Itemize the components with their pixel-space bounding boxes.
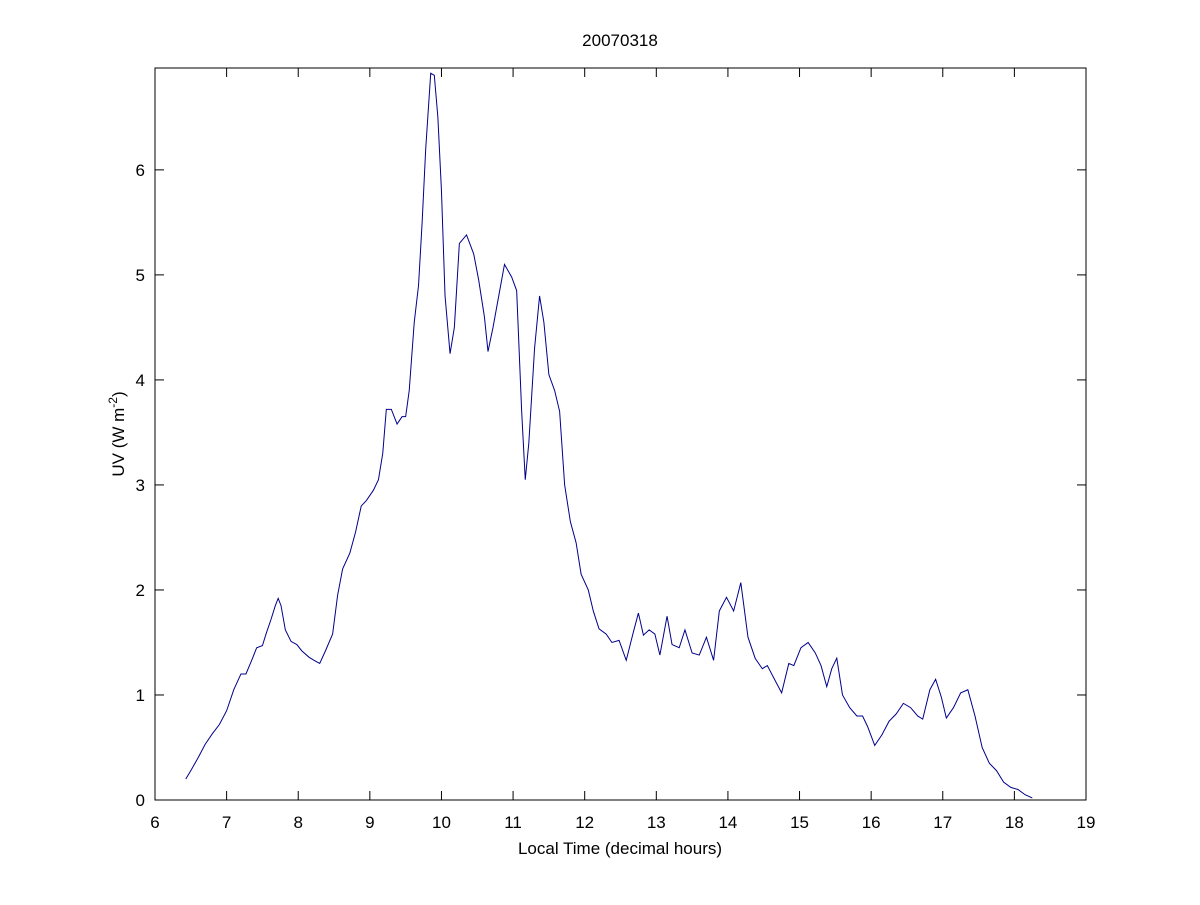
x-tick-label: 13	[647, 813, 666, 832]
y-axis-label: UV (W m-2)	[106, 391, 128, 476]
data-line	[185, 72, 1033, 799]
y-tick-label: 5	[136, 266, 145, 285]
chart-title: 20070318	[582, 31, 658, 50]
x-tick-label: 15	[790, 813, 809, 832]
x-tick-label: 9	[365, 813, 374, 832]
y-label-end: )	[109, 391, 128, 397]
y-label-sup: -2	[106, 397, 120, 408]
x-tick-label: 18	[1005, 813, 1024, 832]
y-tick-label: 2	[136, 581, 145, 600]
x-tick-label: 8	[293, 813, 302, 832]
y-tick-label: 4	[136, 371, 145, 390]
y-tick-label: 6	[136, 161, 145, 180]
x-tick-label: 10	[432, 813, 451, 832]
x-tick-label: 7	[222, 813, 231, 832]
x-tick-label: 11	[504, 813, 522, 832]
x-tick-label: 19	[1077, 813, 1096, 832]
axes-box	[154, 67, 1087, 801]
x-tick-label: 14	[718, 813, 737, 832]
x-tick-label: 6	[150, 813, 159, 832]
y-tick-label: 0	[136, 791, 145, 810]
y-label-text: UV (W m	[109, 408, 128, 477]
y-tick-label: 3	[136, 476, 145, 495]
x-tick-label: 16	[862, 813, 881, 832]
y-tick-label: 1	[136, 686, 145, 705]
x-axis-label: Local Time (decimal hours)	[518, 839, 722, 858]
x-tick-label: 17	[933, 813, 952, 832]
x-tick-label: 12	[575, 813, 594, 832]
